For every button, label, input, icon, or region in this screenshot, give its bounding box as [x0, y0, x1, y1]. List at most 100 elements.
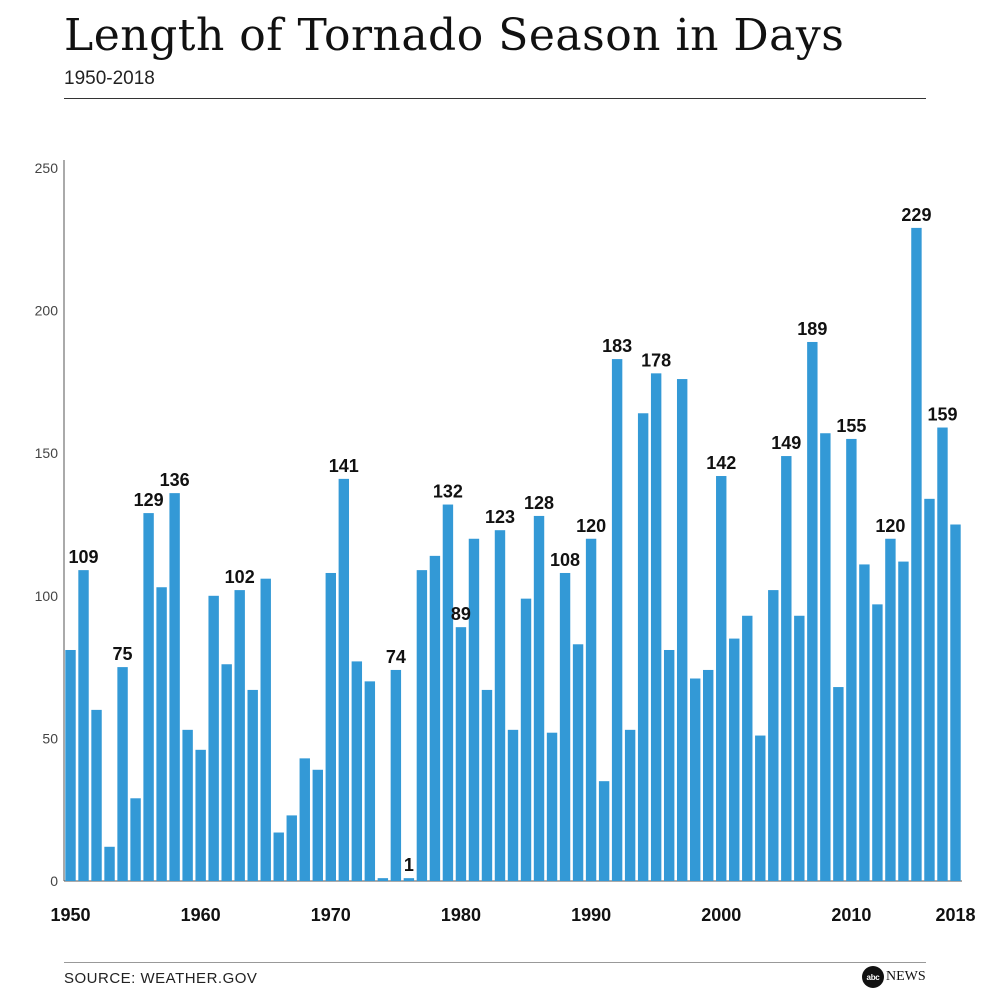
bar-1996: [663, 649, 675, 881]
bar-1965: [260, 578, 271, 881]
bar-2012: [872, 604, 883, 881]
bar-1951: [78, 570, 89, 881]
data-label-1975: 74: [386, 647, 406, 667]
bar-1969: [312, 769, 323, 881]
data-label-1986: 128: [524, 493, 554, 513]
bar-1956: [143, 513, 154, 881]
bar-1959: [182, 729, 193, 881]
data-label-1956: 129: [134, 490, 164, 510]
bar-1979: [442, 504, 454, 881]
bar-2014: [898, 561, 909, 881]
chart-subtitle: 1950-2018: [64, 68, 155, 89]
bar-1967: [286, 815, 297, 881]
chart-title: Length of Tornado Season in Days: [64, 10, 845, 61]
data-label-1988: 108: [550, 550, 580, 570]
bar-1954: [117, 667, 128, 881]
data-label-2015: 229: [901, 205, 931, 225]
bar-1963: [234, 590, 245, 881]
x-tick-label-1960: 1960: [181, 905, 221, 925]
bar-2017: [937, 427, 948, 881]
y-tick-label: 250: [35, 160, 59, 176]
data-label-1951: 109: [68, 547, 98, 567]
bar-1952: [91, 709, 102, 881]
source-note: SOURCE: WEATHER.GOV: [64, 970, 258, 987]
x-tick-label-1990: 1990: [571, 905, 611, 925]
bar-1990: [585, 538, 597, 881]
data-label-1971: 141: [329, 456, 359, 476]
bar-2006: [794, 615, 805, 881]
bar-1953: [104, 846, 115, 881]
bar-1976: [403, 878, 415, 881]
bar-1983: [494, 530, 506, 881]
bar-2005: [781, 456, 792, 881]
x-tick-label-1980: 1980: [441, 905, 481, 925]
data-label-1995: 178: [641, 350, 671, 370]
bar-1998: [690, 678, 701, 881]
bar-2018: [950, 524, 961, 881]
y-tick-label: 0: [50, 873, 58, 889]
bar-1985: [520, 598, 532, 881]
bar-1961: [208, 595, 219, 881]
data-label-1983: 123: [485, 507, 515, 527]
data-label-2000: 142: [706, 453, 736, 473]
x-tick-label-1970: 1970: [311, 905, 351, 925]
bar-2013: [885, 538, 896, 881]
footer-divider: [64, 962, 926, 963]
bar-1999: [703, 669, 714, 881]
bar-2002: [742, 615, 753, 881]
data-label-2007: 189: [797, 319, 827, 339]
bar-1958: [169, 493, 180, 881]
bar-2008: [820, 433, 831, 881]
bar-1991: [598, 781, 610, 881]
news-logo-word: NEWS: [886, 969, 926, 984]
bar-1995: [650, 373, 662, 881]
bar-1955: [130, 798, 141, 881]
bar-1989: [572, 644, 584, 881]
bar-2016: [924, 498, 935, 881]
bar-1960: [195, 749, 206, 881]
data-label-2005: 149: [771, 433, 801, 453]
bar-1984: [507, 729, 519, 881]
bar-1994: [637, 413, 649, 881]
y-tick-label: 150: [35, 445, 59, 461]
data-label-1990: 120: [576, 516, 606, 536]
bar-1975: [390, 669, 402, 881]
bar-2015: [911, 227, 922, 881]
bar-1987: [546, 732, 558, 881]
bar-1997: [676, 379, 688, 881]
y-tick-label: 200: [35, 303, 59, 319]
bar-2010: [846, 438, 857, 881]
bar-1981: [468, 538, 480, 881]
bar-2007: [807, 341, 818, 882]
bar-2000: [716, 476, 727, 881]
bar-1968: [299, 758, 310, 881]
data-label-1958: 136: [160, 470, 190, 490]
bar-2003: [755, 735, 766, 881]
bar-1973: [364, 681, 376, 881]
y-tick-label: 100: [35, 588, 59, 604]
data-label-2017: 159: [927, 405, 957, 425]
bar-1957: [156, 587, 167, 881]
bar-1986: [533, 515, 545, 881]
data-label-1954: 75: [113, 644, 133, 664]
abc-news-logo: abc NEWS: [862, 966, 926, 988]
data-label-2010: 155: [836, 416, 866, 436]
data-label-1992: 183: [602, 336, 632, 356]
bar-1970: [325, 572, 336, 881]
bar-1950: [65, 649, 76, 881]
bar-2009: [833, 687, 844, 881]
bar-1972: [351, 661, 363, 881]
x-tick-label-1950: 1950: [50, 905, 90, 925]
bar-2011: [859, 564, 870, 881]
bar-1980: [455, 627, 467, 881]
bar-1977: [416, 570, 428, 881]
bar-2001: [729, 638, 740, 881]
data-label-1979: 132: [433, 482, 463, 502]
bar-1982: [481, 689, 493, 881]
bar-2004: [768, 590, 779, 881]
data-label-2013: 120: [875, 516, 905, 536]
header-divider: [64, 98, 926, 99]
bar-1978: [429, 555, 441, 881]
bar-1966: [273, 832, 284, 881]
